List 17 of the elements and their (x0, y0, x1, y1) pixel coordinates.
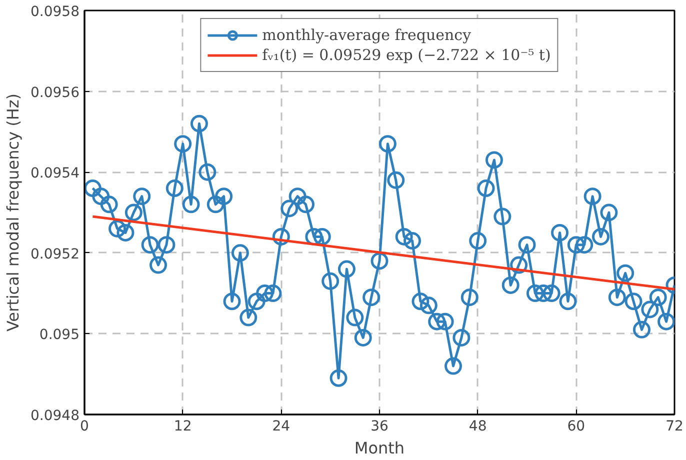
x-tick-label: 0 (80, 418, 89, 434)
x-tick-label: 48 (468, 418, 487, 434)
y-axis-title: Vertical modal frequency (Hz) (4, 93, 23, 332)
x-axis-title: Month (354, 438, 405, 458)
y-tick-label: 0.095 (39, 327, 80, 344)
y-tick-label: 0.0952 (30, 246, 80, 262)
x-tick-label: 72 (666, 418, 684, 434)
y-tick-label: 0.0954 (30, 166, 80, 182)
x-tick-label: 12 (174, 418, 192, 434)
legend-label: monthly-average frequency (262, 26, 472, 44)
x-tick-label: 36 (370, 418, 388, 434)
legend-label: fᵥ₁(t) = 0.09529 exp (−2.722 × 10⁻⁵ t) (262, 46, 551, 64)
y-tick-label: 0.0956 (30, 84, 80, 101)
y-tick-label: 0.0958 (30, 4, 80, 20)
x-tick-label: 60 (567, 418, 586, 434)
y-tick-label: 0.0948 (30, 408, 80, 424)
x-tick-label: 24 (272, 418, 290, 434)
